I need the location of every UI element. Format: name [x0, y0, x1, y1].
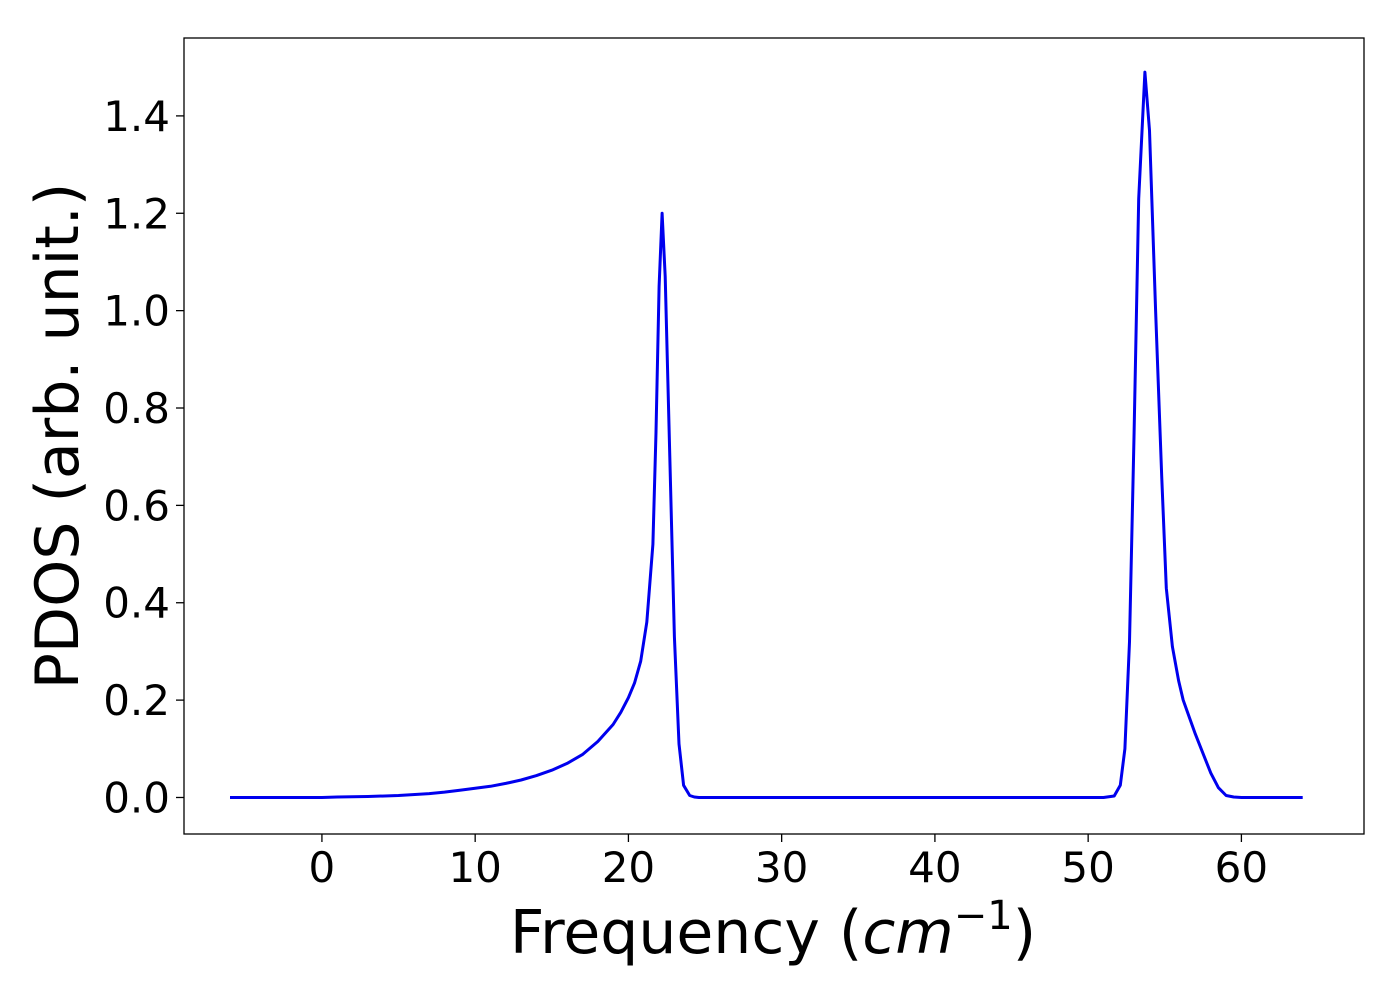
series-line-0	[230, 70, 1303, 799]
x-axis-label-exponent: −1	[954, 893, 1013, 939]
x-tick-label: 20	[602, 843, 655, 892]
y-tick-label: 1.2	[103, 189, 170, 238]
y-tick-label: 0.0	[103, 773, 170, 822]
x-tick-label: 50	[1061, 843, 1114, 892]
y-axis-label: PDOS (arb. unit.)	[23, 183, 93, 690]
x-axis-ticks: 0 10 20 30 40 50 60	[309, 834, 1268, 892]
x-axis-label-close: )	[1013, 898, 1036, 968]
x-axis-label: Frequency (cm−1)	[510, 893, 1036, 968]
plot-area	[183, 37, 1365, 835]
y-tick-label: 0.4	[103, 579, 170, 628]
x-tick-label: 0	[309, 843, 336, 892]
x-tick-label: 10	[448, 843, 501, 892]
y-tick-label: 1.0	[103, 287, 170, 336]
x-tick-label: 30	[755, 843, 808, 892]
y-tick-label: 0.2	[103, 676, 170, 725]
x-axis-label-unit: cm	[862, 898, 953, 968]
x-tick-label: 60	[1215, 843, 1268, 892]
x-axis-label-text: Frequency (	[510, 898, 862, 968]
y-tick-label: 0.6	[103, 481, 170, 530]
y-tick-label: 1.4	[103, 92, 170, 141]
y-tick-label: 0.8	[103, 384, 170, 433]
plot-frame	[183, 37, 1365, 835]
y-axis-ticks: 0.0 0.2 0.4 0.6 0.8 1.0 1.2 1.4	[103, 92, 184, 822]
x-tick-label: 40	[908, 843, 961, 892]
